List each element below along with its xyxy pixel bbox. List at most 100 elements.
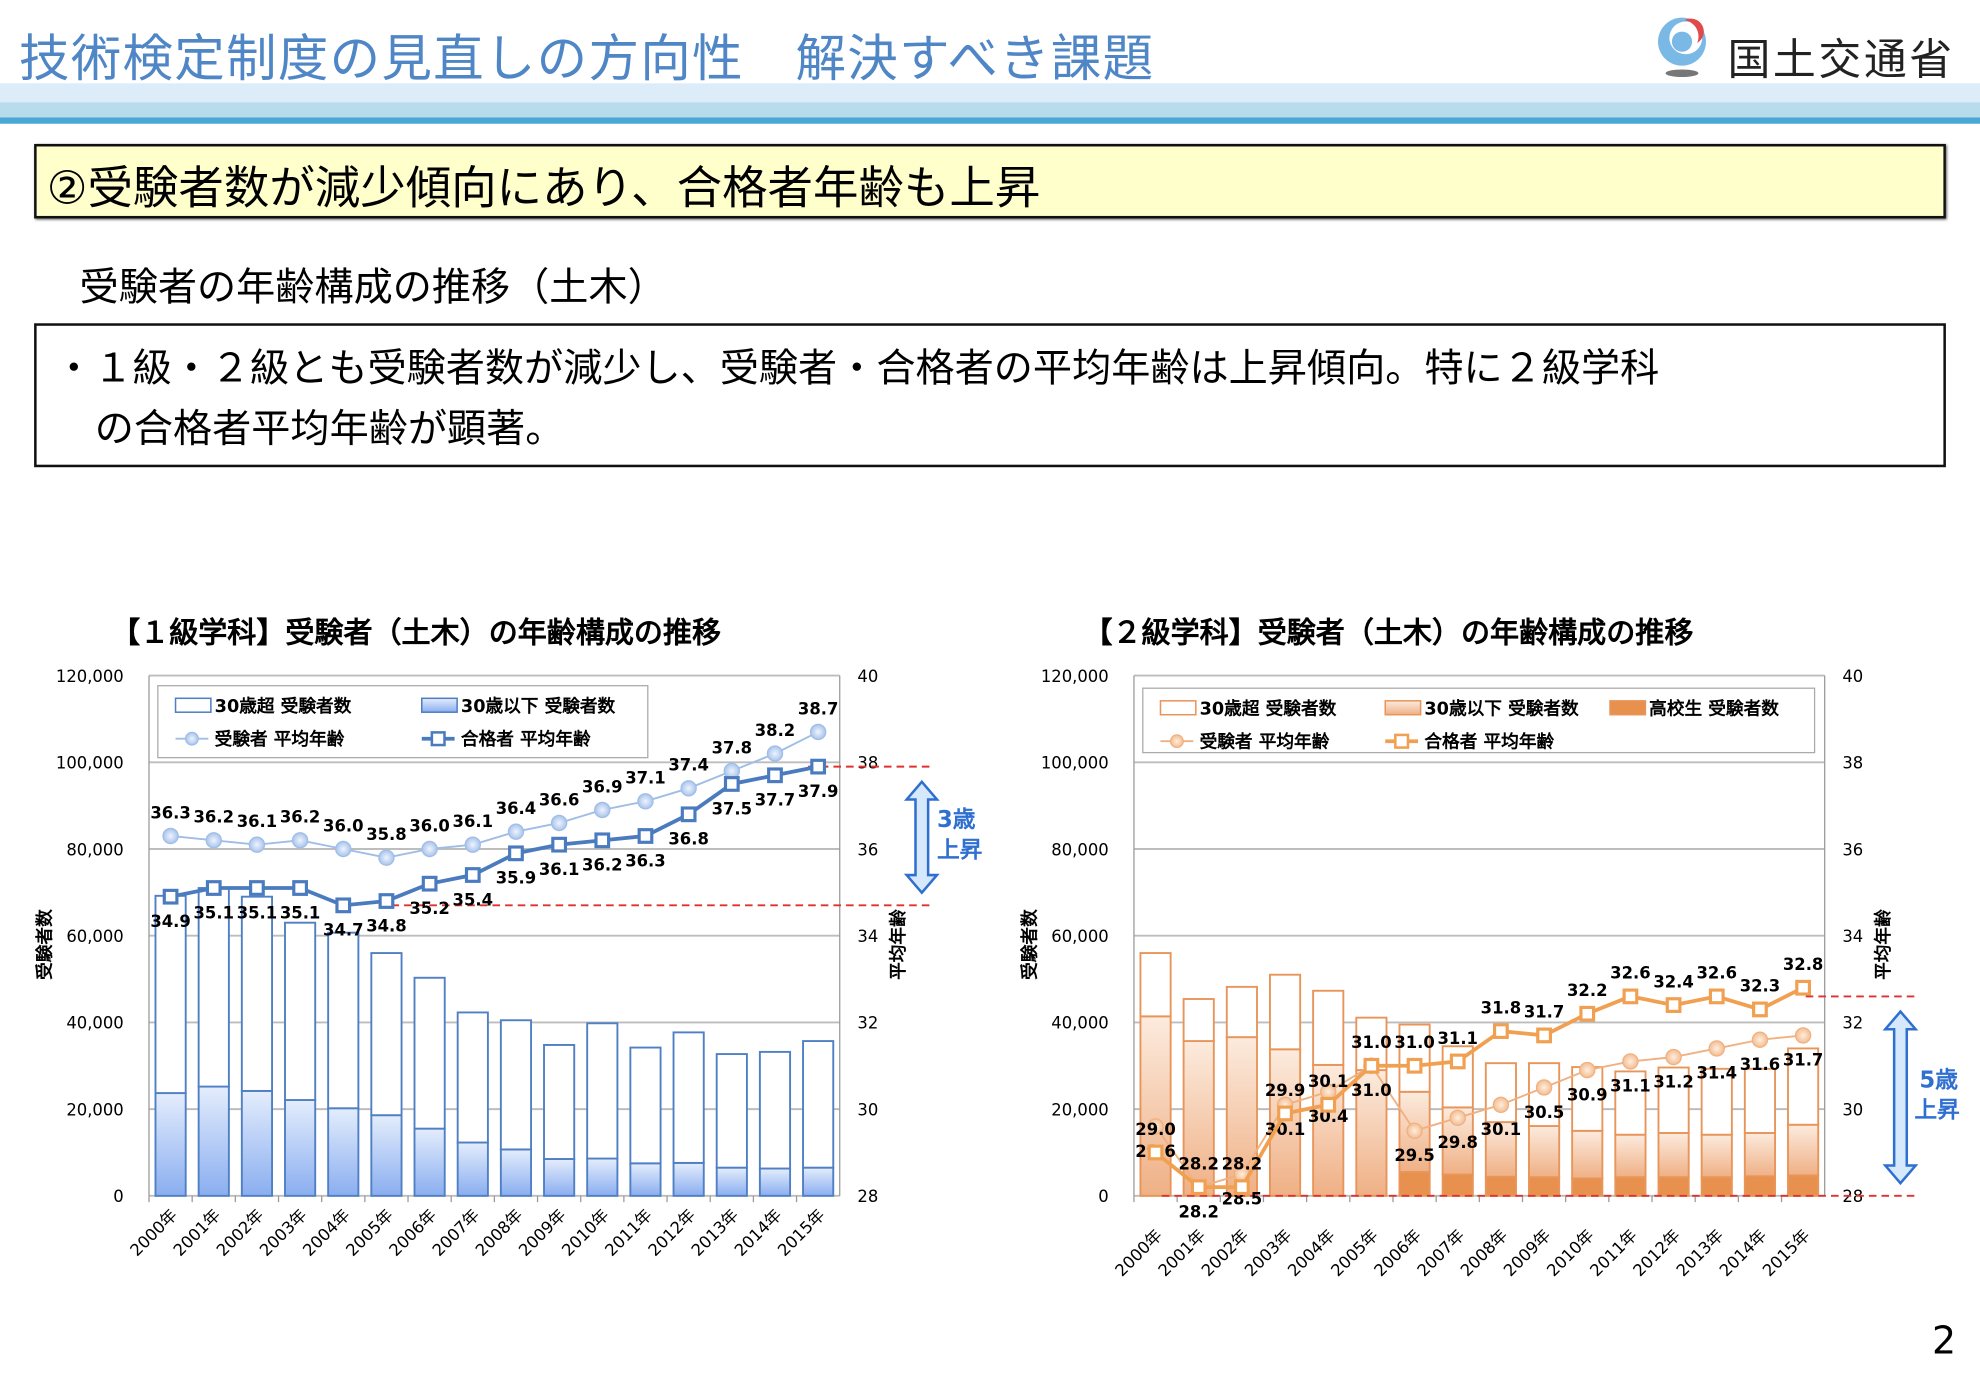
data-label: 35.9 <box>496 869 536 888</box>
square-marker <box>205 880 222 896</box>
bar-segment <box>715 1166 748 1197</box>
data-label: 35.1 <box>280 903 320 922</box>
bar-segment <box>1268 973 1302 1051</box>
data-label: 36.2 <box>280 808 320 827</box>
data-label: 36.1 <box>539 860 579 879</box>
x-tick-label: 2004年 <box>299 1205 354 1260</box>
annotation-text: 上昇 <box>1914 1098 1960 1124</box>
bar-segment <box>1139 952 1172 1018</box>
double-arrow-icon <box>1882 1009 1919 1186</box>
square-marker <box>508 845 524 862</box>
legend-label: 高校生 受験者数 <box>1649 698 1779 720</box>
bar-segment <box>715 1053 748 1169</box>
legend-label: 30歳超 受験者数 <box>1200 698 1337 720</box>
legend-swatch <box>1609 700 1647 716</box>
bar-segment <box>1614 1070 1647 1136</box>
x-tick-label: 2003年 <box>256 1205 311 1260</box>
circle-marker <box>766 745 784 762</box>
square-marker <box>551 836 568 853</box>
data-label: 36.9 <box>582 777 622 796</box>
circle-marker <box>1406 1122 1423 1140</box>
y2-axis-title: 平均年齢 <box>1872 909 1894 980</box>
square-marker <box>594 832 611 849</box>
data-label: 28.2 <box>1222 1154 1262 1173</box>
chart-2-title: 【２級学科】受験者（土木）の年齢構成の推移 <box>1083 617 1694 651</box>
y2-tick-label: 34 <box>857 927 878 946</box>
x-tick-label: 2003年 <box>1241 1226 1296 1281</box>
x-tick-label: 2000年 <box>1111 1226 1166 1281</box>
key-point-text: ②受験者数が減少傾向にあり、合格者年齢も上昇 <box>46 162 1041 215</box>
bar-segment <box>1787 1123 1820 1177</box>
data-label: 38.7 <box>798 699 838 718</box>
data-label: 31.2 <box>1653 1072 1693 1091</box>
data-label: 36.2 <box>194 808 234 827</box>
bar-segment <box>1743 1067 1776 1134</box>
data-label: 37.4 <box>668 756 708 775</box>
data-label: 31.0 <box>1351 1033 1391 1052</box>
annotation-text: 上昇 <box>937 837 983 863</box>
circle-marker <box>1449 1109 1466 1127</box>
circle-marker <box>1665 1048 1682 1066</box>
data-label: 30.1 <box>1308 1072 1348 1091</box>
data-label: 31.1 <box>1437 1029 1477 1048</box>
bar-segment <box>629 1162 662 1197</box>
circle-marker <box>1794 1027 1812 1044</box>
bar-segment <box>413 976 446 1130</box>
legend-swatch <box>421 697 458 713</box>
square-marker <box>292 880 308 896</box>
bar-segment <box>413 1127 446 1197</box>
circle-marker <box>637 793 654 810</box>
bar-segment <box>1312 989 1345 1066</box>
x-tick-label: 2006年 <box>1370 1226 1425 1281</box>
legend-swatch <box>174 697 212 713</box>
bar-segment <box>154 894 187 1095</box>
data-label: 31.6 <box>1740 1055 1780 1074</box>
summary-box: ・１級・２級とも受験者数が減少し、受験者・合格者の平均年齢は上昇傾向。特に２級学… <box>34 323 1946 468</box>
bar-segment <box>197 887 230 1088</box>
square-marker <box>1190 1179 1207 1196</box>
circle-marker <box>464 836 481 853</box>
data-label: 36.0 <box>323 816 363 835</box>
bar-segment <box>672 1031 705 1164</box>
data-label: 36.1 <box>237 812 277 831</box>
x-tick-label: 2011年 <box>1586 1226 1641 1281</box>
data-label: 29.9 <box>1265 1081 1305 1100</box>
summary-text-line: の合格者平均年齢が顕著。 <box>94 406 565 453</box>
y-axis-title: 受験者数 <box>1018 909 1040 980</box>
y2-tick-label: 40 <box>1842 667 1863 686</box>
data-label: 38.2 <box>755 721 795 740</box>
data-label: 36.3 <box>150 803 190 822</box>
data-label: 36.8 <box>668 830 708 849</box>
y2-tick-label: 36 <box>1842 840 1863 859</box>
data-label: 29.0 <box>1135 1120 1175 1139</box>
y-tick-label: 0 <box>1098 1187 1108 1206</box>
bar-segment <box>456 1141 489 1197</box>
square-marker <box>1233 1179 1250 1196</box>
bar-segment <box>284 1099 317 1197</box>
bar-segment <box>1484 1062 1517 1124</box>
bar-segment <box>1484 1175 1517 1197</box>
y2-tick-label: 32 <box>857 1014 878 1033</box>
bar-segment <box>1787 1047 1820 1126</box>
bar-segment <box>672 1161 705 1197</box>
y-tick-label: 60,000 <box>1051 927 1108 946</box>
y2-axis-title: 平均年齢 <box>887 909 909 980</box>
legend-square-marker <box>430 731 446 747</box>
x-tick-label: 2015年 <box>1759 1226 1814 1281</box>
bar-segment <box>1700 1067 1733 1136</box>
circle-marker <box>550 814 568 832</box>
bar-segment <box>1700 1176 1733 1197</box>
chart-2: 0 20,000 40,000 60,000 80,000 100,000 120,000 2… <box>1018 667 1960 1280</box>
data-label: 37.1 <box>625 769 665 788</box>
data-label: 31.0 <box>1351 1081 1391 1100</box>
data-label: 31.0 <box>1394 1033 1434 1052</box>
data-label: 35.1 <box>237 903 277 922</box>
series-line <box>1154 986 1804 1190</box>
data-label: 36.4 <box>496 799 536 818</box>
data-label: 30.4 <box>1308 1107 1348 1126</box>
y-tick-label: 0 <box>113 1187 123 1206</box>
circle-marker <box>809 723 827 741</box>
circle-marker <box>335 840 352 858</box>
bar-segment <box>1571 1177 1604 1197</box>
circle-marker <box>1492 1096 1510 1113</box>
